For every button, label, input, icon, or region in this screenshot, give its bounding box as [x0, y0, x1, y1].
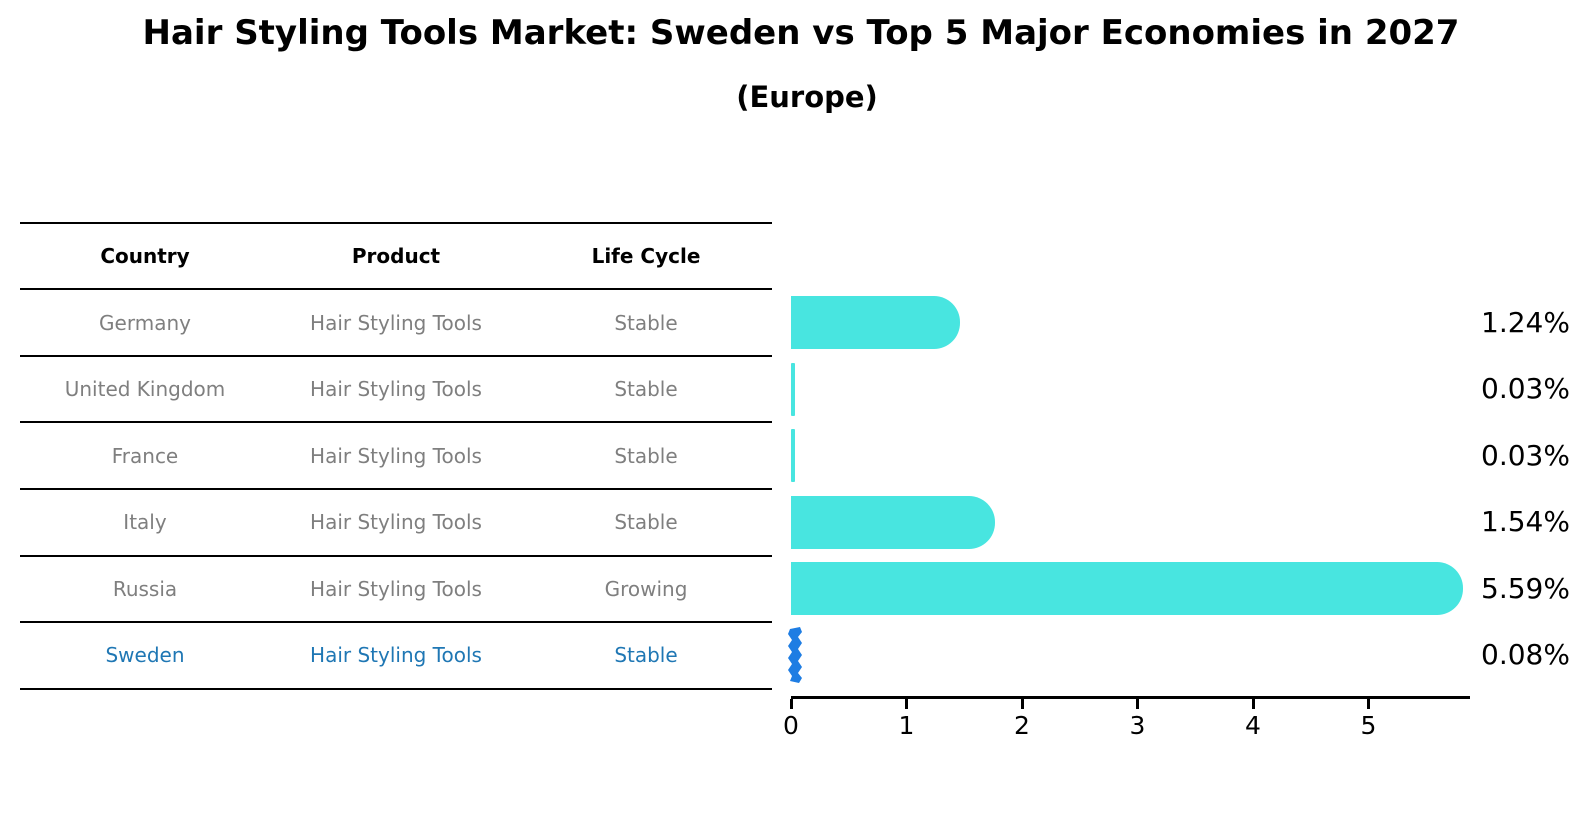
table-cell-product: Hair Styling Tools: [310, 510, 482, 534]
x-axis-tick-label: 4: [1245, 711, 1261, 740]
value-label-italy: 1.54%: [1481, 505, 1570, 538]
bar-italy: [791, 495, 995, 549]
chart-subtitle: (Europe): [736, 80, 878, 114]
x-axis-tick-label: 3: [1129, 711, 1146, 740]
table-rule-line: [20, 555, 772, 557]
table-cell-country: Italy: [123, 510, 167, 534]
table-rule-line: [20, 488, 772, 490]
value-label-germany: 1.24%: [1481, 305, 1570, 339]
table-rule-line: [20, 621, 772, 623]
value-label-united-kingdom: 0.03%: [1481, 372, 1570, 405]
value-label-france: 0.03%: [1481, 438, 1570, 472]
bar-sweden-highlighted: [788, 626, 802, 683]
table-cell-life-cycle: Growing: [604, 576, 688, 601]
table-cell-product: Hair Styling Tools: [310, 642, 482, 667]
x-axis-tick: [1251, 699, 1255, 709]
table-rule-line: [20, 222, 772, 224]
table-rule-line: [20, 421, 772, 423]
table-cell-country: Russia: [112, 576, 178, 601]
table-cell-life-cycle: Stable: [614, 377, 678, 401]
bar-russia: [791, 562, 1463, 615]
x-axis-tick-label: 5: [1360, 711, 1377, 740]
value-label-sweden: 0.08%: [1481, 637, 1570, 671]
x-axis-tick: [789, 699, 793, 709]
table-cell-country: France: [111, 443, 179, 468]
table-cell-product: Hair Styling Tools: [310, 443, 482, 468]
x-axis-tick: [1020, 699, 1024, 709]
bar-germany: [791, 296, 961, 349]
table-cell-life-cycle: Stable: [614, 310, 678, 335]
x-axis-line: [791, 696, 1470, 699]
x-axis-tick-label: 0: [783, 711, 799, 740]
table-cell-product: Hair Styling Tools: [310, 576, 482, 601]
bar-france: [791, 429, 795, 482]
table-header-life-cycle: Life Cycle: [591, 244, 701, 268]
table-cell-country: United Kingdom: [64, 377, 226, 401]
value-label-russia: 5.59%: [1481, 571, 1570, 605]
x-axis-tick: [905, 699, 908, 709]
table-header-product: Product: [351, 244, 441, 268]
table-cell-country: Germany: [99, 310, 191, 335]
table-cell-life-cycle: Stable: [614, 443, 678, 468]
table-cell-life-cycle: Stable: [614, 510, 678, 534]
chart-title: Hair Styling Tools Market: Sweden vs Top…: [142, 13, 1460, 53]
table-cell-country: Sweden: [105, 642, 185, 667]
table-rule-line: [20, 355, 772, 357]
table-header-country: Country: [100, 244, 190, 268]
table-cell-product: Hair Styling Tools: [310, 377, 482, 401]
x-axis-tick-label: 1: [898, 711, 915, 740]
x-axis-tick-label: 2: [1014, 711, 1030, 740]
bar-united-kingdom: [791, 362, 795, 416]
table-cell-life-cycle: Stable: [614, 642, 678, 667]
table-rule-line: [20, 288, 772, 290]
x-axis-tick: [1136, 699, 1139, 709]
table-rule-line: [20, 688, 772, 690]
x-axis-tick: [1367, 699, 1370, 709]
table-cell-product: Hair Styling Tools: [310, 310, 482, 335]
